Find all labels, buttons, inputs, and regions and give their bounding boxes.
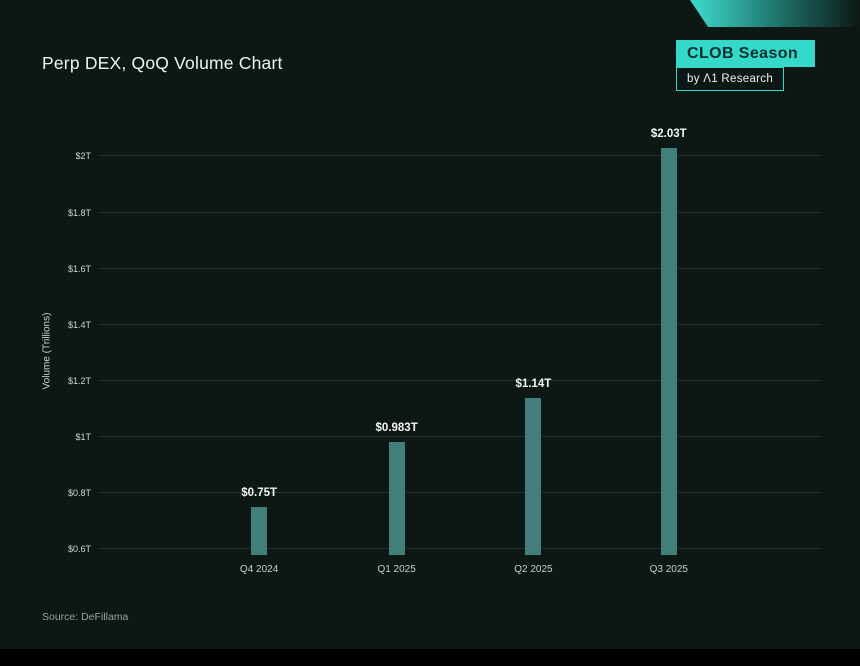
gridline — [100, 436, 820, 438]
y-tick-label: $1T — [75, 432, 91, 443]
source-note: Source: DeFillama — [42, 611, 129, 623]
bar-q2-2025 — [525, 397, 542, 555]
gridline — [100, 155, 820, 157]
y-tick-label: $1.8T — [67, 207, 91, 218]
byline-box: by Λ1 Research — [676, 67, 785, 91]
y-tick-label: $1.6T — [67, 263, 91, 274]
bar-value-label-q1-2025: $0.983T — [375, 421, 418, 434]
bar-q1-2025 — [388, 441, 405, 555]
bar-value-label-q3-2025: $2.03T — [650, 128, 687, 140]
y-axis-title: Volume (Trillions) — [41, 312, 53, 390]
bottom-strip — [0, 649, 860, 666]
corner-ribbon-decoration — [690, 0, 860, 27]
gridline — [100, 492, 820, 494]
bar-q4-2024 — [251, 507, 268, 555]
plot-area: $0.6T $0.8T $1T $1.2T $1.4T $1.6T $1.8T $2T $0.7… — [68, 128, 820, 575]
clob-season-badge: CLOB Season — [676, 40, 815, 67]
gridline — [100, 211, 820, 213]
x-tick-label-q4-2024: Q4 2024 — [239, 564, 279, 575]
y-tick-label: $2T — [75, 151, 91, 162]
y-tick-label: $0.6T — [67, 544, 91, 555]
bar-value-label-q2-2025: $1.14T — [515, 377, 552, 390]
gridline — [100, 323, 820, 325]
x-tick-label-q1-2025: Q1 2025 — [377, 564, 416, 575]
y-tick-label: $1.4T — [67, 319, 91, 330]
x-tick-label-q2-2025: Q2 2025 — [514, 564, 553, 575]
gridline — [100, 548, 820, 550]
y-tick-label: $1.2T — [67, 375, 91, 386]
bar-q3-2025 — [660, 148, 677, 555]
gridline — [100, 267, 820, 269]
bar-value-label-q4-2024: $0.75T — [241, 487, 278, 500]
gridline — [100, 379, 820, 381]
page-title: Perp DEX, QoQ Volume Chart — [42, 53, 283, 73]
y-tick-label: $0.8T — [67, 488, 91, 499]
x-tick-label-q3-2025: Q3 2025 — [649, 564, 688, 575]
